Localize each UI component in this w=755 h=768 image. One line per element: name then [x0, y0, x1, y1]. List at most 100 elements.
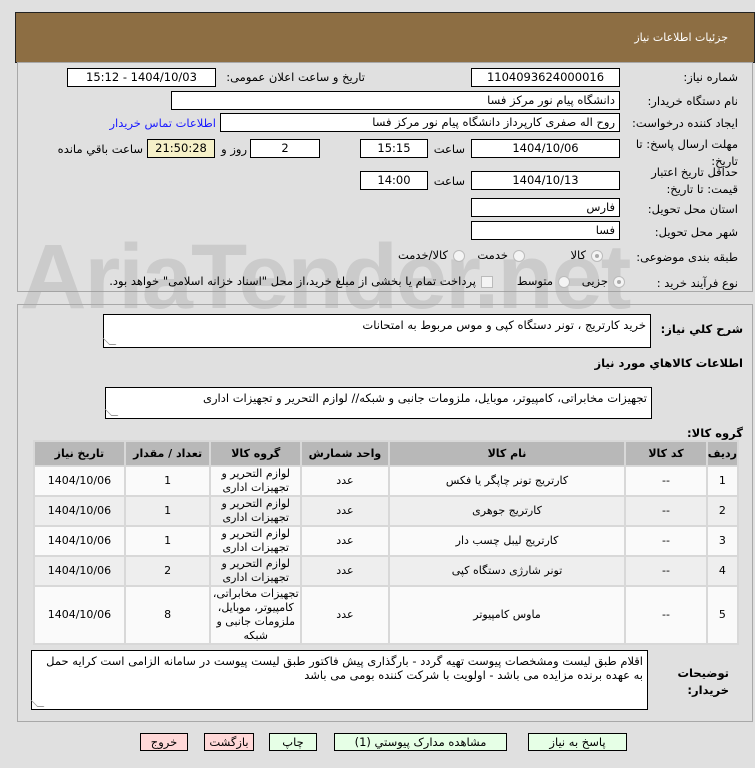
- creator-label: ایجاد کننده درخواست:: [632, 116, 738, 130]
- creator-field[interactable]: روح اله صفری کارپرداز دانشگاه پیام نور م…: [220, 113, 620, 132]
- province-label: استان محل تحویل:: [647, 202, 738, 216]
- cell-goods-name: کارتریج تونر چاپگر یا فکس: [389, 467, 625, 495]
- description-label: شرح كلي نياز:: [660, 322, 743, 336]
- reply-button[interactable]: پاسخ به نیاز: [528, 733, 627, 751]
- goods-group-label: گروه کالا:: [687, 426, 743, 440]
- need-number-label: شماره نیاز:: [683, 70, 738, 84]
- checkbox-icon[interactable]: [481, 275, 493, 288]
- details-panel: [17, 304, 753, 722]
- buyer-contact-link[interactable]: اطلاعات تماس خریدار: [109, 116, 216, 130]
- province-field[interactable]: فارس: [471, 198, 620, 217]
- back-button[interactable]: بازگشت: [204, 733, 254, 751]
- goods-info-title: اطلاعات كالاهاي مورد نياز: [594, 356, 743, 370]
- cell-need-date: 1404/10/06: [35, 557, 124, 585]
- cell-goods-code: --: [626, 497, 706, 525]
- deadline-date-field[interactable]: 1404/10/06: [471, 139, 620, 158]
- cell-quantity: 1: [125, 467, 210, 495]
- cell-goods-code: --: [626, 587, 706, 643]
- cell-need-date: 1404/10/06: [35, 587, 124, 643]
- buyer-org-label: نام دستگاه خریدار:: [647, 94, 738, 108]
- cell-row-number: 2: [707, 497, 737, 525]
- cell-goods-name: کارتریج جوهری: [389, 497, 625, 525]
- buyer-org-field[interactable]: دانشگاه پیام نور مرکز فسا: [171, 91, 620, 110]
- col-group: گروه کالا: [211, 442, 301, 465]
- cell-goods-group: لوازم التحریر و تجهیزات اداری: [211, 467, 301, 495]
- col-code: کد کالا: [626, 442, 706, 465]
- radio-icon[interactable]: [591, 249, 603, 262]
- table-row: 4 -- تونر شارژی دستگاه کپی عدد لوازم التحریر…: [35, 557, 737, 585]
- deadline-time-field[interactable]: 15:15: [360, 139, 428, 158]
- payment-checkbox[interactable]: پرداخت تمام یا بخشی از مبلغ خرید،از محل …: [109, 274, 493, 288]
- table-row: 5 -- ماوس کامپیوتر عدد تجهیزات مخابراتی، کام…: [35, 587, 737, 643]
- cell-row-number: 4: [707, 557, 737, 585]
- cell-goods-name: تونر شارژی دستگاه کپی: [389, 557, 625, 585]
- table-row: 3 -- کارتریج لیبل چسب دار عدد لوازم التحریر …: [35, 527, 737, 555]
- cell-need-date: 1404/10/06: [35, 527, 124, 555]
- cell-quantity: 2: [125, 557, 210, 585]
- page-header: جزئیات اطلاعات نیاز: [15, 12, 755, 63]
- buyer-notes-label: توضیحات خریدار:: [677, 666, 730, 697]
- cell-quantity: 8: [125, 587, 210, 643]
- cell-goods-group: تجهیزات مخابراتی، کامپیوتر، موبایل، ملزو…: [211, 587, 301, 643]
- col-qty: تعداد / مقدار: [125, 442, 210, 465]
- col-name: نام کالا: [389, 442, 625, 465]
- cell-goods-name: کارتریج لیبل چسب دار: [389, 527, 625, 555]
- days-field[interactable]: 2: [250, 139, 320, 158]
- table-row: 2 -- کارتریج جوهری عدد لوازم التحریر و تجهیز…: [35, 497, 737, 525]
- table-row: 1 -- کارتریج تونر چاپگر یا فکس عدد لوازم الت…: [35, 467, 737, 495]
- cell-unit: عدد: [302, 587, 388, 643]
- attachments-button[interactable]: مشاهده مدارک پیوستي (1): [334, 733, 507, 751]
- col-row: ردیف: [707, 442, 737, 465]
- category-label: طبقه بندی موضوعی:: [636, 250, 738, 264]
- category-radio-both[interactable]: کالا/خدمت: [398, 248, 465, 262]
- col-date: تاریخ نیاز: [35, 442, 124, 465]
- cell-goods-code: --: [626, 557, 706, 585]
- cell-goods-code: --: [626, 467, 706, 495]
- days-label: روز و: [221, 142, 247, 156]
- cell-goods-group: لوازم التحریر و تجهیزات اداری: [211, 497, 301, 525]
- cell-need-date: 1404/10/06: [35, 497, 124, 525]
- cell-need-date: 1404/10/06: [35, 467, 124, 495]
- cell-unit: عدد: [302, 467, 388, 495]
- cell-quantity: 1: [125, 527, 210, 555]
- city-label: شهر محل تحویل:: [654, 225, 738, 239]
- remaining-time: 21:50:28: [147, 139, 215, 158]
- deadline-time-label: ساعت: [433, 142, 465, 156]
- validity-time-label: ساعت: [433, 174, 465, 188]
- validity-date-field[interactable]: 1404/10/13: [471, 171, 620, 190]
- print-button[interactable]: چاپ: [269, 733, 317, 751]
- cell-row-number: 1: [707, 467, 737, 495]
- cell-goods-name: ماوس کامپیوتر: [389, 587, 625, 643]
- city-field[interactable]: فسا: [471, 221, 620, 240]
- validity-label: حداقل تاریخ اعتبار قیمت: تا تاریخ:: [651, 165, 738, 196]
- category-radio-service[interactable]: خدمت: [477, 248, 525, 262]
- remaining-label: ساعت باقي مانده: [57, 142, 143, 156]
- cell-unit: عدد: [302, 527, 388, 555]
- radio-icon[interactable]: [613, 275, 625, 288]
- radio-icon[interactable]: [453, 249, 465, 262]
- exit-button[interactable]: خروج: [140, 733, 188, 751]
- announce-field[interactable]: 1404/10/03 - 15:12: [67, 68, 216, 87]
- cell-goods-group: لوازم التحریر و تجهیزات اداری: [211, 527, 301, 555]
- description-textarea[interactable]: خرید کارتریج ، تونر دستگاه کپی و موس مرب…: [103, 314, 651, 348]
- process-label: نوع فرآیند خرید :: [656, 276, 738, 290]
- need-number-field[interactable]: 1104093624000016: [471, 68, 620, 87]
- cell-goods-group: لوازم التحریر و تجهیزات اداری: [211, 557, 301, 585]
- col-unit: واحد شمارش: [302, 442, 388, 465]
- goods-group-textarea[interactable]: تجهیزات مخابراتی، کامپیوتر، موبایل، ملزو…: [105, 387, 652, 419]
- category-radio-goods[interactable]: کالا: [570, 248, 603, 262]
- cell-row-number: 5: [707, 587, 737, 643]
- validity-time-field[interactable]: 14:00: [360, 171, 428, 190]
- cell-row-number: 3: [707, 527, 737, 555]
- announce-label: تاریخ و ساعت اعلان عمومی:: [226, 70, 365, 84]
- cell-unit: عدد: [302, 497, 388, 525]
- radio-icon[interactable]: [558, 275, 570, 288]
- buyer-notes-textarea[interactable]: اقلام طبق لیست ومشخصات پیوست تهیه گردد -…: [31, 650, 648, 710]
- page-title: جزئیات اطلاعات نیاز: [634, 31, 728, 44]
- cell-quantity: 1: [125, 497, 210, 525]
- process-radio-minor[interactable]: جزیی: [582, 274, 625, 288]
- radio-icon[interactable]: [513, 249, 525, 262]
- goods-table: ردیف کد کالا نام کالا واحد شمارش گروه کا…: [33, 440, 739, 645]
- process-radio-medium[interactable]: متوسط: [517, 274, 570, 288]
- cell-goods-code: --: [626, 527, 706, 555]
